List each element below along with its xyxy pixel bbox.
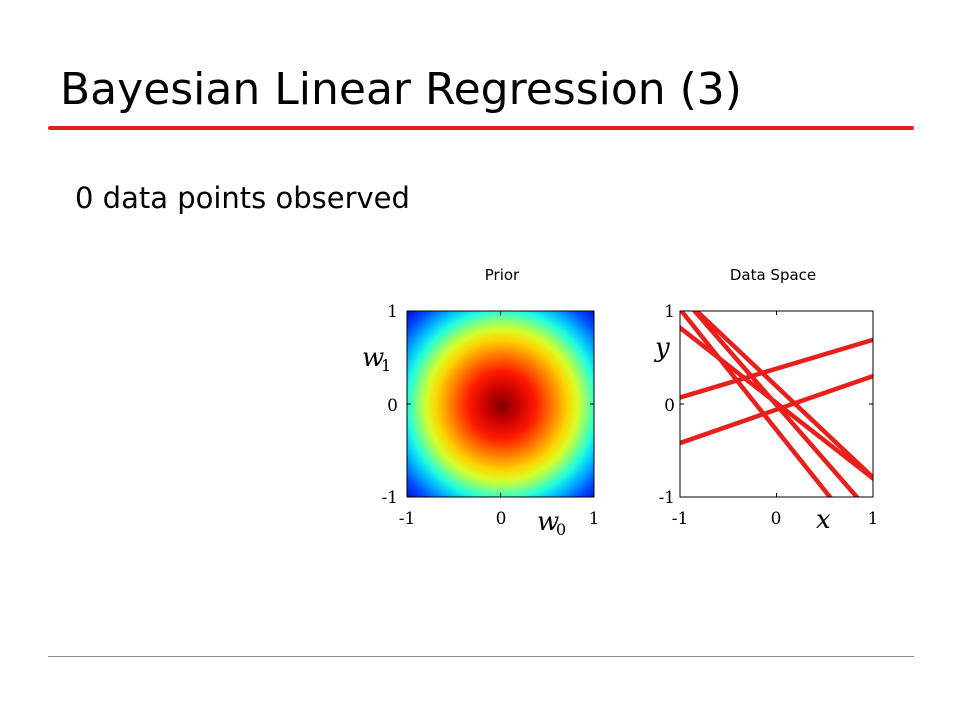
slide-title: Bayesian Linear Regression (3): [60, 64, 742, 115]
prior-y-tick-0: 0: [387, 396, 398, 416]
prior-x-axis-label: w: [537, 507, 559, 537]
prior-x-tick-1: 1: [589, 509, 600, 529]
data-y-tick-minus1: -1: [658, 488, 675, 508]
sample-regression-line-1: [680, 311, 833, 497]
prior-x-tick-minus1: -1: [399, 509, 416, 529]
prior-heatmap-plot: 1 0 -1 -1 0 1 w 1 w 0: [362, 302, 599, 539]
sample-regression-line-5: [691, 311, 860, 497]
prior-y-tick-minus1: -1: [381, 488, 398, 508]
prior-y-axis-label: w: [362, 343, 384, 373]
data-y-tick-1: 1: [664, 302, 675, 322]
title-underline: [48, 126, 914, 130]
prior-y-axis-label-subscript: 1: [381, 356, 391, 375]
data-space-tick-marks: [679, 310, 874, 498]
sample-regression-line-3: [693, 311, 873, 481]
data-x-tick-0: 0: [771, 509, 782, 529]
sample-regression-line-2: [680, 337, 873, 400]
prior-density-field: [407, 311, 594, 497]
data-space-panel-title: Data Space: [729, 266, 817, 284]
prior-x-tick-0: 0: [496, 509, 507, 529]
data-space-lines: [680, 311, 873, 497]
prior-panel-title: Prior: [484, 266, 520, 284]
footer-divider: [48, 656, 914, 657]
data-x-tick-minus1: -1: [672, 509, 689, 529]
slide-subtitle: 0 data points observed: [75, 181, 410, 215]
prior-x-axis-label-subscript: 0: [556, 520, 566, 539]
prior-tick-marks: [406, 310, 595, 498]
data-x-axis-label: x: [816, 505, 831, 535]
data-y-axis-label: y: [654, 333, 670, 363]
data-space-plot: 1 0 -1 -1 0 1 y x: [654, 302, 879, 535]
sample-regression-line-6: [680, 373, 873, 446]
prior-y-tick-1: 1: [387, 302, 398, 322]
data-y-tick-0: 0: [664, 396, 675, 416]
data-x-tick-1: 1: [868, 509, 879, 529]
